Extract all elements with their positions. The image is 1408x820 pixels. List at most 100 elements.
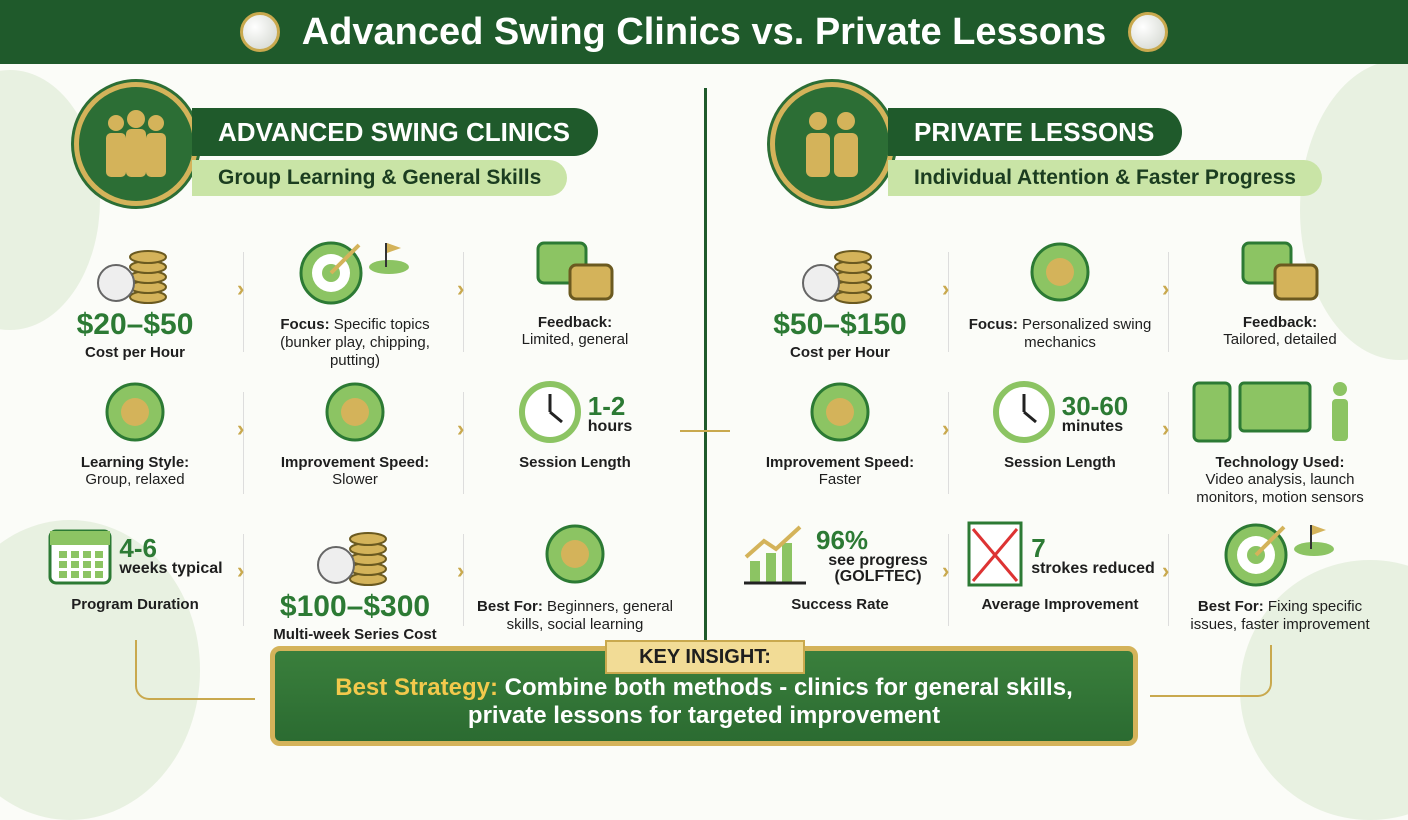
card-desc: Video analysis, launch monitors, motion … — [1196, 471, 1364, 506]
card-label: Improvement Speed: — [765, 454, 915, 471]
stat-unit: see progress (GOLFTEC) — [828, 552, 928, 585]
connector-left — [135, 640, 255, 700]
section-title: PRIVATE LESSONS — [888, 108, 1183, 156]
golf-ball-icon — [1128, 12, 1169, 52]
fist-bump-smiley-icon — [95, 379, 175, 450]
card-desc: Tailored, detailed — [1223, 331, 1337, 348]
stat-value: 96% — [816, 525, 869, 555]
key-insight-label: KEY INSIGHT: — [605, 640, 805, 674]
document-chat-pencil-icon — [1235, 237, 1325, 312]
card-label: Success Rate — [791, 596, 889, 613]
separator — [243, 392, 244, 494]
growth-chart-icon — [740, 521, 810, 592]
card-label: Session Length — [519, 454, 631, 471]
stat-value: 1-2 — [587, 391, 626, 421]
price-value: $100–$300 — [279, 590, 431, 623]
info-card: $50–$150 Cost per Hour — [740, 232, 940, 372]
chevron-right-icon: › — [942, 558, 950, 583]
chevron-right-icon: › — [237, 416, 245, 441]
card-desc: Faster — [818, 471, 862, 488]
clock-icon — [992, 380, 1056, 449]
separator — [948, 534, 949, 626]
info-card: › Technology Used: Video analysis, launch … — [1162, 372, 1380, 514]
card-label: Improvement Speed: — [280, 454, 430, 471]
chevron-right-icon: › — [237, 558, 245, 583]
info-card: › Feedback: Limited, general — [457, 232, 675, 372]
stat-unit: strokes reduced — [1031, 560, 1155, 577]
flag-to-target-icon — [1220, 519, 1340, 594]
card-text: Best For: Fixing specific issues, faster… — [1190, 598, 1370, 633]
info-card: › Best For: Beginners, general skills, so… — [457, 514, 675, 646]
price-value: $50–$150 — [773, 308, 907, 341]
chevron-right-icon: › — [1162, 558, 1170, 583]
info-card: › Focus: Specific topics (bunker play, ch… — [237, 232, 455, 372]
chevron-right-icon: › — [1162, 276, 1170, 301]
card-label: Multi-week Series Cost — [273, 626, 437, 643]
info-card: 96% see progress (GOLFTEC) Success Rate — [740, 514, 940, 646]
separator — [948, 252, 949, 352]
center-divider — [704, 88, 707, 643]
card-text: Focus: Personalized swing mechanics — [968, 316, 1152, 351]
stat-value: 30-60 — [1061, 391, 1129, 421]
stat-unit: minutes — [1061, 418, 1124, 435]
card-label: Feedback: — [1242, 314, 1318, 331]
title-bar: Advanced Swing Clinics vs. Private Lesso… — [0, 0, 1408, 64]
info-card: Learning Style: Group, relaxed — [35, 372, 235, 514]
rabbit-club-icon — [800, 379, 880, 450]
target-flag-clubs-icon — [295, 237, 415, 312]
card-label: Learning Style: — [80, 454, 190, 471]
connector-arrow — [680, 130, 730, 432]
page-title: Advanced Swing Clinics vs. Private Lesso… — [301, 10, 1107, 53]
chevron-right-icon: › — [457, 558, 465, 583]
connector-right — [1150, 645, 1272, 697]
chevron-right-icon: › — [457, 416, 465, 441]
card-label: Cost per Hour — [789, 344, 890, 361]
group-golfers-icon — [74, 82, 198, 206]
card-desc: Limited, general — [521, 331, 629, 348]
stat-unit: weeks typical — [119, 560, 223, 577]
private-grid: $50–$150 Cost per Hour › Focus: Personalize… — [740, 232, 1380, 646]
card-text: Focus: Specific topics (bunker play, chi… — [280, 316, 430, 369]
section-title: ADVANCED SWING CLINICS — [192, 108, 598, 156]
info-card: › 1-2 hours Session Length — [457, 372, 675, 514]
info-card: › $100–$300 Multi-week Series Cost — [237, 514, 455, 646]
info-card: Improvement Speed: Faster — [740, 372, 940, 514]
insight-line-2: private lessons for targeted improvement — [467, 702, 941, 729]
magnifier-golfer-icon — [1020, 239, 1100, 310]
separator — [1168, 252, 1169, 352]
coins-club-icon — [795, 239, 885, 310]
calendar-icon — [47, 523, 113, 590]
separator — [243, 534, 244, 626]
info-card: › 30-60 minutes Session Length — [942, 372, 1160, 514]
chevron-right-icon: › — [942, 276, 950, 301]
info-card: 4-6 weeks typical Program Duration — [35, 514, 235, 646]
separator — [463, 534, 464, 626]
card-desc: Slower — [332, 471, 378, 488]
chevron-right-icon: › — [457, 276, 465, 301]
coins-calendar-icon — [310, 521, 400, 592]
card-label: Program Duration — [71, 596, 199, 613]
card-label: Cost per Hour — [84, 344, 185, 361]
chevron-right-icon: › — [942, 416, 950, 441]
section-subtitle: Individual Attention & Faster Progress — [888, 160, 1322, 196]
section-subtitle: Group Learning & General Skills — [192, 160, 568, 196]
tablet-monitor-sensor-icon — [1190, 377, 1370, 452]
stat-value: 7 — [1031, 533, 1046, 563]
info-card: $20–$50 Cost per Hour — [35, 232, 235, 372]
price-value: $20–$50 — [76, 308, 194, 341]
info-card: › Best For: Fixing specific issues, faste… — [1162, 514, 1380, 646]
separator — [243, 252, 244, 352]
clock-icon — [518, 380, 582, 449]
chat-bubbles-check-icon — [530, 237, 620, 312]
stat-value: 4-6 — [119, 533, 157, 563]
coins-golf-ball-icon — [90, 239, 180, 310]
info-card: › Improvement Speed: Slower — [237, 372, 455, 514]
instructor-student-icon — [770, 82, 894, 206]
card-text: Best For: Beginners, general skills, soc… — [477, 598, 673, 633]
separator — [463, 252, 464, 352]
card-label: Technology Used: — [1215, 454, 1345, 471]
info-card: › Feedback: Tailored, detailed — [1162, 232, 1380, 372]
card-label: Average Improvement — [981, 596, 1139, 613]
clinics-grid: $20–$50 Cost per Hour › Focus: Specific top… — [35, 232, 675, 646]
turtle-cap-icon — [315, 379, 395, 450]
